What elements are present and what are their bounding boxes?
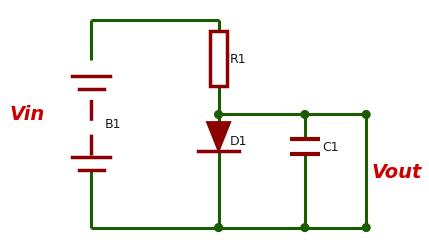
Bar — [210, 32, 227, 86]
Polygon shape — [207, 123, 230, 151]
Text: Vin: Vin — [9, 105, 45, 123]
Circle shape — [215, 111, 222, 119]
Circle shape — [301, 111, 309, 119]
Text: R1: R1 — [230, 53, 247, 66]
Text: B1: B1 — [105, 117, 121, 130]
Text: D1: D1 — [230, 134, 248, 147]
Text: C1: C1 — [322, 141, 339, 153]
Circle shape — [301, 224, 309, 232]
Circle shape — [363, 111, 370, 119]
Circle shape — [363, 224, 370, 232]
Circle shape — [215, 224, 222, 232]
Text: Vout: Vout — [372, 162, 422, 181]
